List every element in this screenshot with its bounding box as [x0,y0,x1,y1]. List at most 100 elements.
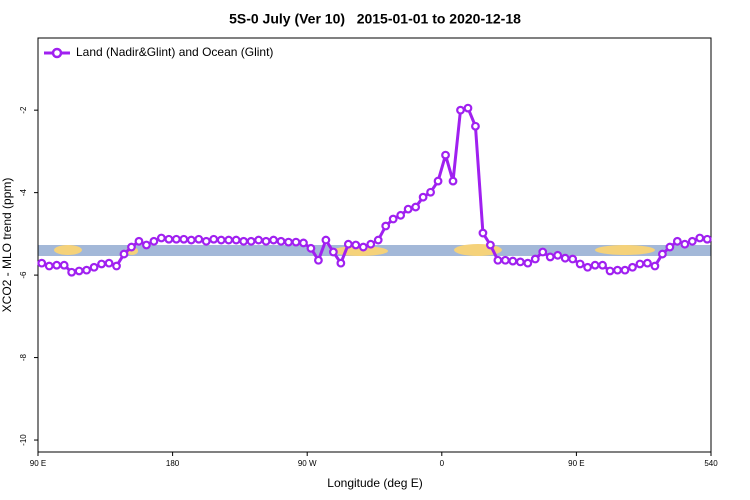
data-point [299,238,308,248]
y-tick-label: -8 [19,353,28,361]
data-point [620,265,630,275]
data-point [179,234,189,244]
x-tick-label: 90 W [298,459,317,468]
data-point [269,235,278,245]
x-tick-label: 180 [166,459,180,468]
data-point [381,221,391,231]
data-point [156,233,166,243]
data-point [463,103,473,113]
y-tick-label: -2 [19,106,28,114]
data-point [261,236,271,246]
data-point [530,254,540,264]
data-point [613,265,622,275]
chart-title: 5S-0 July (Ver 10) 2015-01-01 to 2020-12… [229,11,521,27]
x-tick-label: 90 E [568,459,584,468]
land-patch [54,245,82,255]
y-tick-label: -10 [19,434,28,446]
data-point [284,237,293,247]
data-point [127,242,136,252]
data-point [358,242,368,252]
data-point [366,239,376,249]
data-point [134,236,144,246]
data-point [456,105,465,115]
data-point [448,176,458,186]
data-point [628,262,637,272]
data-point [67,267,77,277]
data-point [343,239,353,249]
plot-frame [37,37,712,453]
data-point [508,256,518,266]
data-point [665,242,675,252]
data-point [590,260,600,270]
data-point [59,260,69,270]
data-point [194,234,204,244]
data-point [418,192,428,202]
data-point [680,239,690,249]
data-point [104,258,114,268]
data-point [89,262,99,272]
data-point [695,233,705,243]
data-point [433,176,443,186]
data-point [291,237,301,247]
data-point [575,259,585,269]
data-point [171,234,181,244]
data-point [119,249,129,259]
data-point [605,266,615,276]
x-tick-label: 0 [440,459,445,468]
data-point [702,234,712,244]
data-point [493,255,503,265]
data-point [396,210,406,220]
data-point [657,249,667,259]
data-point [321,235,331,245]
data-point [209,234,219,244]
data-point [553,250,563,260]
data-point [149,236,159,246]
x-axis-label: Longitude (deg E) [327,476,422,490]
y-tick-label: -6 [19,271,28,279]
data-point [411,202,421,212]
data-point [37,258,47,268]
data-point [82,265,92,275]
data-point [687,236,697,246]
data-point [336,258,346,268]
data-point [276,236,286,246]
data-point [500,255,510,265]
x-tick-label: 540 [704,459,718,468]
data-point [388,214,398,224]
data-point [373,235,383,245]
data-point [523,258,533,268]
data-point [186,235,196,245]
data-point [328,247,338,257]
data-point [306,243,316,253]
data-point [635,259,645,269]
data-point [545,252,555,262]
data-point [239,236,249,246]
data-point [231,235,241,245]
data-point [314,255,323,265]
data-point [142,240,151,250]
data-point [52,260,62,270]
data-point [672,236,682,246]
land-patch [595,245,655,255]
data-point [650,261,660,271]
data-point [74,266,84,276]
data-point [201,236,211,246]
data-point [426,187,435,197]
y-tick-label: -4 [19,189,28,197]
data-point [351,240,361,250]
data-point [643,258,652,268]
data-point [246,236,256,246]
data-point [224,235,234,245]
data-point [560,253,570,263]
data-point [478,228,488,238]
data-point [486,240,495,250]
data-point [164,234,174,244]
x-tick-label: 90 E [30,459,46,468]
legend-label: Land (Nadir&Glint) and Ocean (Glint) [76,45,273,59]
data-point [515,257,525,267]
data-point [254,235,263,245]
data-point [44,261,54,271]
data-point [403,204,413,214]
y-axis-label: XCO2 - MLO trend (ppm) [0,178,14,313]
